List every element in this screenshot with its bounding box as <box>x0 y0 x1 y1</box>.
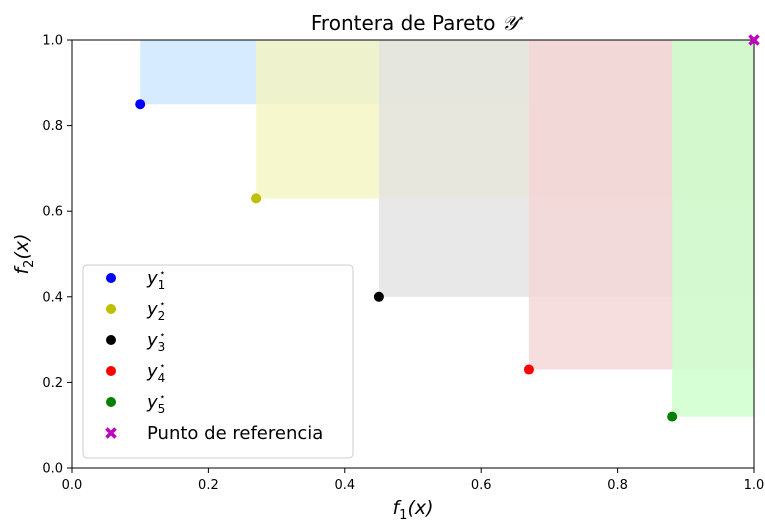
point-y1 <box>135 99 146 110</box>
legend-label-reference: Punto de referencia <box>147 423 323 444</box>
legend-marker-reference <box>105 427 117 439</box>
legend-marker-y2 <box>106 304 116 314</box>
legend-marker-y3 <box>106 335 116 345</box>
legend-label-y3: y3⋆ <box>146 330 166 354</box>
y-tick-label: 0.6 <box>42 205 63 220</box>
y-tick-label: 0.8 <box>42 119 63 134</box>
x-tick-label: 0.2 <box>198 478 219 493</box>
legend-label-y4: y4⋆ <box>146 361 166 385</box>
legend-label-y5: y5⋆ <box>146 392 166 416</box>
dominated-regions <box>140 40 754 417</box>
y-tick-label: 1.0 <box>42 34 63 49</box>
data-points <box>135 34 760 422</box>
legend-box <box>82 264 354 459</box>
legend: y1⋆ y2⋆ y3⋆ y4⋆ y5⋆ Punto de referencia <box>82 264 354 459</box>
point-y5 <box>667 411 678 422</box>
plot-frame <box>71 39 755 469</box>
x-tick-label: 0.0 <box>62 478 83 493</box>
chart-title: Frontera de Pareto 𝒴⋆ <box>311 11 525 35</box>
y-tick-label: 0.0 <box>42 462 63 477</box>
x-tick-label: 0.8 <box>607 478 628 493</box>
x-tick-label: 1.0 <box>744 478 765 493</box>
point-y3 <box>373 291 384 302</box>
point-y2 <box>251 193 262 204</box>
y-tick-label: 0.4 <box>42 290 63 305</box>
legend-marker-y4 <box>106 366 116 376</box>
y-axis-label: f2(x) <box>11 233 37 274</box>
legend-label-y2: y2⋆ <box>146 299 166 323</box>
legend-marker-y1 <box>106 273 116 283</box>
x-tick-label: 0.6 <box>471 478 492 493</box>
legend-label-y1: y1⋆ <box>146 268 166 292</box>
dominated-region-5 <box>672 40 754 417</box>
axis-ticks: 0.0 0.2 0.4 0.6 0.8 1.0 0.0 0.2 0.4 0.6 0.8 1.0 <box>42 34 764 494</box>
legend-marker-y5 <box>106 397 116 407</box>
x-tick-label: 0.4 <box>334 478 355 493</box>
reference-point-marker <box>748 34 760 46</box>
point-y4 <box>523 364 534 375</box>
x-axis-label: f1(x) <box>392 497 433 522</box>
y-tick-label: 0.2 <box>42 376 63 391</box>
